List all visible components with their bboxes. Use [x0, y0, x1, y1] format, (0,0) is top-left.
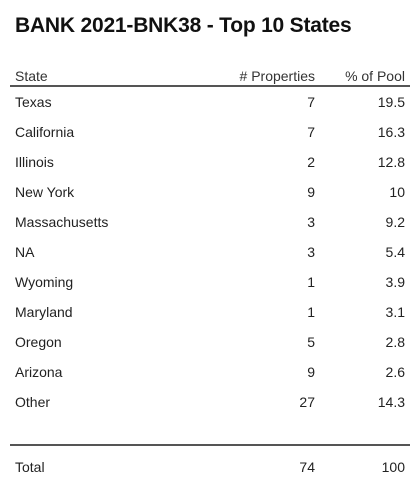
- properties-cell: 9: [307, 364, 315, 380]
- properties-cell: 7: [307, 124, 315, 140]
- chart-title: BANK 2021-BNK38 - Top 10 States: [15, 14, 352, 37]
- pool-cell: 9.2: [385, 214, 405, 230]
- header-row: State # Properties % of Pool: [10, 62, 410, 87]
- properties-cell: 1: [307, 274, 315, 290]
- properties-cell: 2: [307, 154, 315, 170]
- table-row: Massachusetts 3 9.2: [10, 207, 410, 237]
- properties-cell: 3: [307, 214, 315, 230]
- state-cell: California: [15, 124, 75, 140]
- pool-cell: 2.6: [385, 364, 405, 380]
- table-row: California 7 16.3: [10, 117, 410, 147]
- state-cell: Oregon: [15, 334, 62, 350]
- total-row: Total 74 100: [10, 452, 410, 482]
- properties-cell: 3: [307, 244, 315, 260]
- column-header-properties: # Properties: [200, 62, 320, 87]
- properties-cell: 9: [307, 184, 315, 200]
- state-cell: Massachusetts: [15, 214, 109, 230]
- column-header-pool: % of Pool: [320, 62, 410, 87]
- table-row: Illinois 2 12.8: [10, 147, 410, 177]
- table-row: Other 27 14.3: [10, 387, 410, 417]
- state-cell: Illinois: [15, 154, 54, 170]
- total-label: Total: [15, 459, 45, 475]
- state-cell: Maryland: [15, 304, 73, 320]
- total-divider: [10, 444, 410, 446]
- total-pool: 100: [381, 459, 405, 475]
- pool-cell: 12.8: [377, 154, 405, 170]
- state-cell: Texas: [15, 94, 52, 110]
- properties-cell: 5: [307, 334, 315, 350]
- pool-cell: 2.8: [385, 334, 405, 350]
- state-cell: Other: [15, 394, 51, 410]
- table-row: NA 3 5.4: [10, 237, 410, 267]
- properties-cell: 7: [307, 94, 315, 110]
- states-table: State # Properties % of Pool Texas 7 19.…: [10, 62, 410, 417]
- total-properties: 74: [299, 459, 315, 475]
- pool-cell: 3.1: [385, 304, 405, 320]
- pool-cell: 3.9: [385, 274, 405, 290]
- table-row: Arizona 9 2.6: [10, 357, 410, 387]
- table-row: Oregon 5 2.8: [10, 327, 410, 357]
- total-table: Total 74 100: [10, 452, 410, 482]
- properties-cell: 27: [299, 394, 315, 410]
- pool-cell: 16.3: [377, 124, 405, 140]
- state-cell: Wyoming: [15, 274, 74, 290]
- pool-cell: 10: [389, 184, 405, 200]
- table-row: Texas 7 19.5: [10, 86, 410, 117]
- state-cell: NA: [15, 244, 35, 260]
- pool-cell: 19.5: [377, 94, 405, 110]
- table-row: New York 9 10: [10, 177, 410, 207]
- pool-cell: 5.4: [385, 244, 405, 260]
- table-row: Wyoming 1 3.9: [10, 267, 410, 297]
- properties-cell: 1: [307, 304, 315, 320]
- table-row: Maryland 1 3.1: [10, 297, 410, 327]
- column-header-state: State: [10, 62, 200, 87]
- state-cell: Arizona: [15, 364, 63, 380]
- pool-cell: 14.3: [377, 394, 405, 410]
- state-cell: New York: [15, 184, 75, 200]
